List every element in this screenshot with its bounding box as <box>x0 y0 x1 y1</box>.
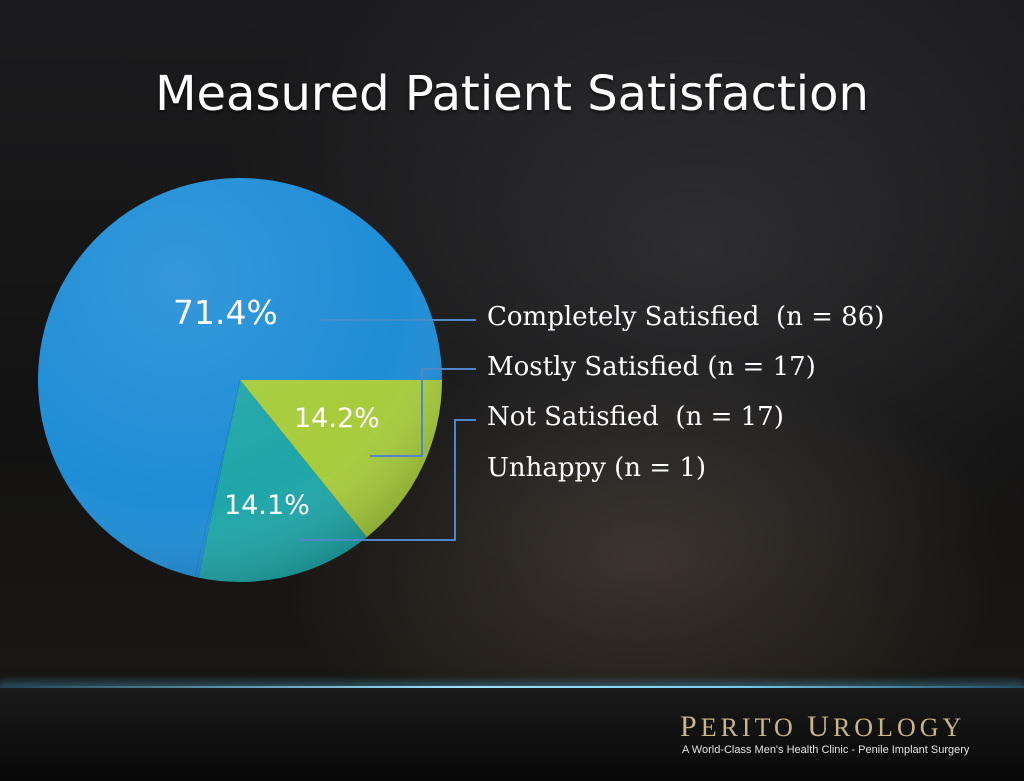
slice-label-not-satisfied: 14.1% <box>224 490 310 521</box>
slice-label-completely-satisfied: 71.4% <box>173 293 278 332</box>
slice-label-mostly-satisfied: 14.2% <box>294 403 380 434</box>
legend-item-unhappy: Unhappy (n = 1) <box>487 453 707 483</box>
legend-item-completely-satisfied: Completely Satisfied (n = 86) <box>487 302 885 332</box>
brand-logo: Perito Urology <box>680 710 966 743</box>
slide-title: Measured Patient Satisfaction <box>155 66 869 122</box>
footer-band <box>0 688 1024 781</box>
leader-mostly-satisfied <box>370 368 476 457</box>
legend-item-not-satisfied: Not Satisfied (n = 17) <box>487 402 784 432</box>
leader-not-satisfied <box>300 419 476 541</box>
legend-item-mostly-satisfied: Mostly Satisfied (n = 17) <box>487 352 816 382</box>
brand-tagline: A World-Class Men's Health Clinic - Peni… <box>682 744 970 756</box>
